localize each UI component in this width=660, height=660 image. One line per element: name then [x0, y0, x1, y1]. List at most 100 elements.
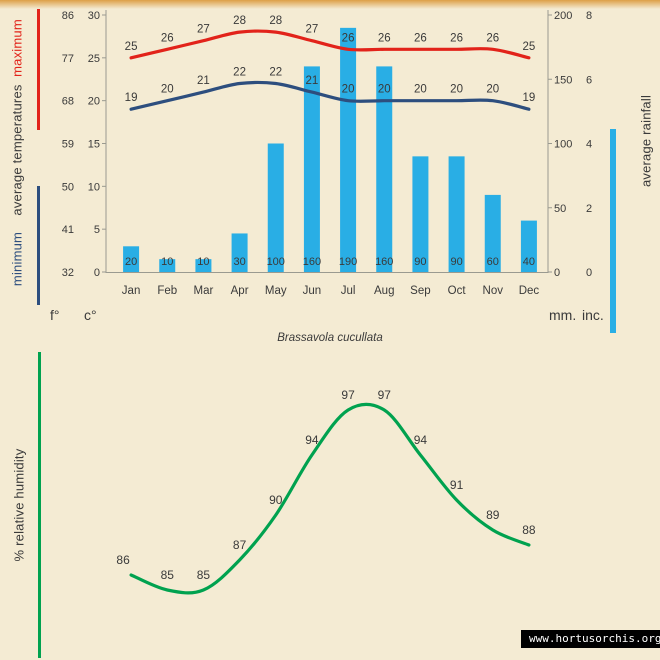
- rainfall-value-label: 30: [233, 256, 245, 268]
- rainfall-bar: [412, 156, 428, 272]
- inches-tick-label: 6: [586, 74, 592, 86]
- rainfall-value-label: 90: [414, 256, 426, 268]
- inches-tick-label: 0: [586, 267, 592, 279]
- temperature-value-label: 28: [269, 15, 282, 27]
- fahrenheit-unit-label: f°: [50, 307, 60, 323]
- temperature-value-label: 20: [161, 84, 174, 96]
- celsius-tick-label: 20: [88, 96, 100, 108]
- month-label: Jan: [122, 285, 141, 297]
- inches-tick-label: 4: [586, 139, 592, 151]
- rainfall-value-label: 90: [450, 256, 462, 268]
- temperature-value-label: 22: [269, 67, 282, 79]
- month-label: Feb: [157, 285, 177, 297]
- humidity-value-label: 85: [161, 568, 175, 582]
- celsius-tick-label: 30: [88, 10, 100, 22]
- mm-tick-label: 50: [554, 203, 566, 215]
- maximum-average-temperature-line: [131, 31, 529, 58]
- rainfall-bar: [376, 66, 392, 272]
- rainfall-bar: [268, 144, 284, 273]
- humidity-value-label: 97: [378, 388, 392, 402]
- temperature-value-label: 28: [233, 15, 246, 27]
- month-label: Jul: [341, 285, 356, 297]
- humidity-value-label: 89: [486, 508, 500, 522]
- temperature-value-label: 21: [197, 75, 210, 87]
- temperature-value-label: 26: [161, 32, 174, 44]
- celsius-tick-label: 0: [94, 267, 100, 279]
- mm-tick-label: 100: [554, 139, 572, 151]
- temperature-value-label: 26: [342, 32, 355, 44]
- rainfall-value-label: 20: [125, 256, 137, 268]
- temperature-value-label: 26: [378, 32, 391, 44]
- temperature-value-label: 26: [486, 32, 499, 44]
- month-label: Dec: [519, 285, 540, 297]
- month-label: Oct: [448, 285, 467, 297]
- humidity-line: [131, 404, 529, 593]
- month-label: Apr: [231, 285, 249, 297]
- temperature-value-label: 27: [197, 24, 210, 36]
- rainfall-value-label: 160: [303, 256, 321, 268]
- humidity-value-label: 87: [233, 538, 247, 552]
- temperature-value-label: 20: [342, 84, 355, 96]
- humidity-value-label: 86: [116, 553, 130, 567]
- celsius-unit-label: c°: [84, 307, 97, 323]
- rainfall-value-label: 100: [267, 256, 285, 268]
- rainfall-bar: [304, 66, 320, 272]
- temperature-value-label: 21: [306, 75, 319, 87]
- rainfall-value-label: 190: [339, 256, 357, 268]
- month-label: Sep: [410, 285, 430, 297]
- fahrenheit-tick-label: 59: [62, 139, 74, 151]
- month-label: Jun: [303, 285, 322, 297]
- humidity-value-label: 88: [522, 523, 536, 537]
- chart-title: Brassavola cucullata: [0, 332, 660, 344]
- humidity-value-label: 91: [450, 478, 464, 492]
- humidity-value-label: 97: [341, 388, 355, 402]
- mm-tick-label: 150: [554, 74, 572, 86]
- fahrenheit-tick-label: 86: [62, 10, 74, 22]
- mm-tick-label: 200: [554, 10, 572, 22]
- celsius-tick-label: 25: [88, 53, 100, 65]
- fahrenheit-tick-label: 68: [62, 96, 74, 108]
- rainfall-value-label: 10: [161, 256, 173, 268]
- fahrenheit-tick-label: 32: [62, 267, 74, 279]
- mm-tick-label: 0: [554, 267, 560, 279]
- temperature-value-label: 26: [450, 32, 463, 44]
- inches-tick-label: 2: [586, 203, 592, 215]
- temperature-value-label: 20: [486, 84, 499, 96]
- celsius-tick-label: 10: [88, 181, 100, 193]
- temperature-value-label: 19: [125, 92, 138, 104]
- temperature-value-label: 25: [125, 41, 138, 53]
- fahrenheit-tick-label: 50: [62, 181, 74, 193]
- humidity-chart: 868585879094979794918988: [0, 350, 660, 660]
- mm-unit-label: mm.: [549, 307, 576, 323]
- temperature-value-label: 22: [233, 67, 246, 79]
- temperature-value-label: 19: [523, 92, 536, 104]
- temperature-value-label: 20: [378, 84, 391, 96]
- celsius-tick-label: 15: [88, 139, 100, 151]
- rainfall-value-label: 60: [487, 256, 499, 268]
- inches-tick-label: 8: [586, 10, 592, 22]
- rainfall-value-label: 160: [375, 256, 393, 268]
- fahrenheit-tick-label: 77: [62, 53, 74, 65]
- month-label: May: [265, 285, 287, 297]
- climate-diagram: maximum average temperatures minimum ave…: [0, 0, 660, 660]
- month-label: Aug: [374, 285, 394, 297]
- rainfall-value-label: 10: [197, 256, 209, 268]
- humidity-value-label: 94: [305, 433, 319, 447]
- temperature-value-label: 20: [414, 84, 427, 96]
- temperature-value-label: 25: [523, 41, 536, 53]
- fahrenheit-tick-label: 41: [62, 224, 74, 236]
- website-watermark: www.hortusorchis.org: [521, 630, 660, 648]
- temperature-value-label: 26: [414, 32, 427, 44]
- rainfall-bar: [449, 156, 465, 272]
- humidity-value-label: 85: [197, 568, 211, 582]
- temperature-rainfall-chart: 3086257720681559105054103220081506100450…: [0, 0, 660, 300]
- minimum-average-temperature-line: [131, 82, 529, 109]
- month-label: Nov: [483, 285, 504, 297]
- temperature-value-label: 27: [306, 24, 319, 36]
- celsius-tick-label: 5: [94, 224, 100, 236]
- inches-unit-label: inc.: [582, 307, 604, 323]
- month-label: Mar: [194, 285, 214, 297]
- temperature-value-label: 20: [450, 84, 463, 96]
- rainfall-value-label: 40: [523, 256, 535, 268]
- humidity-value-label: 90: [269, 493, 283, 507]
